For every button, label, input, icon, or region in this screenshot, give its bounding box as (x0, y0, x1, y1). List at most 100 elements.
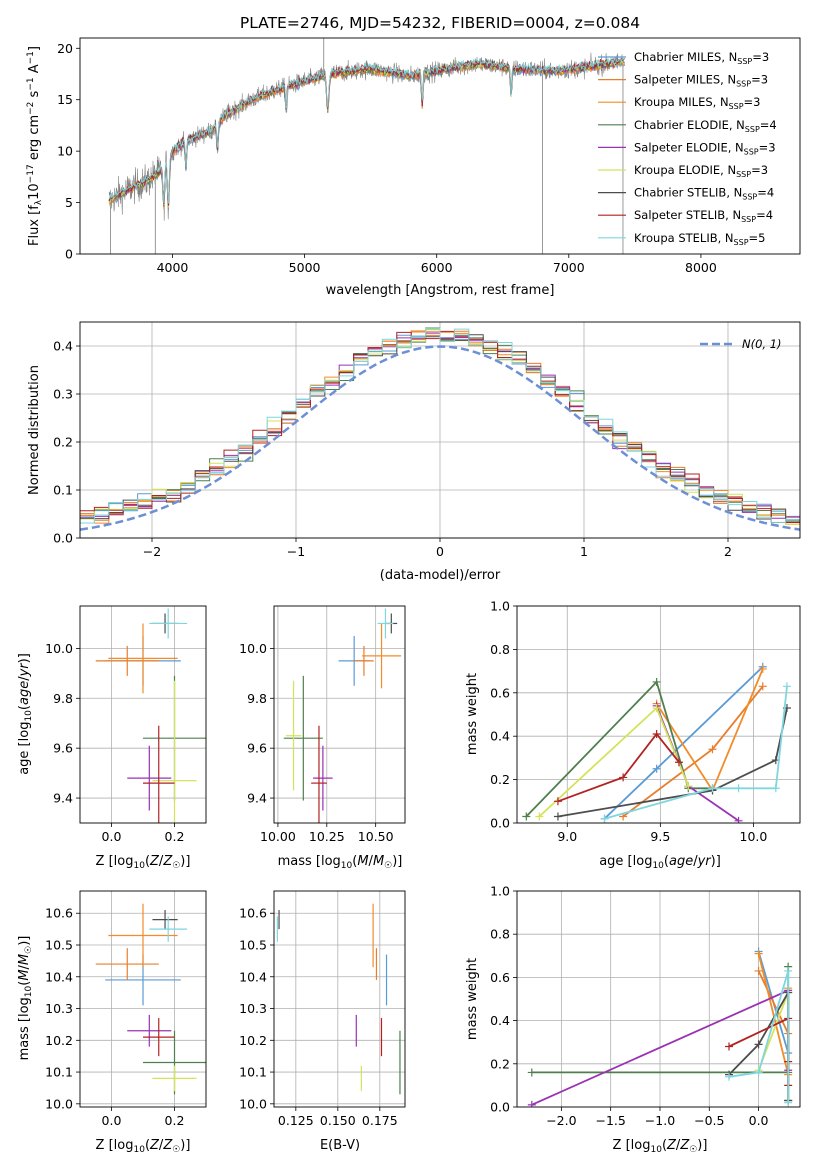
plot-area (276, 903, 401, 1095)
series-marker-chabrier_elodie (652, 677, 661, 686)
x-tick-label: 0.0 (749, 1113, 769, 1128)
y-tick-label: 10.4 (239, 969, 267, 984)
y-tick-label: 10.1 (239, 1065, 267, 1080)
y-tick-label: 0.1 (53, 483, 73, 498)
series-marker-chabrier_stelib (553, 812, 562, 821)
x-tick-label: 10.00 (260, 829, 296, 844)
series-marker-salpeter_stelib (725, 1042, 734, 1051)
series-line-kroupa_stelib (728, 970, 790, 1103)
legend-label: Salpeter STELIB, NSSP=4 (634, 208, 773, 224)
plot-area (80, 327, 800, 531)
x-tick-label: −1.0 (645, 1113, 675, 1128)
axes-residuals: −2 −1 0 1 2 0.0 0.1 0.2 0.3 0.4 (53, 321, 801, 559)
series-marker-kroupa_miles (754, 949, 763, 958)
x-tick-label: 0.2 (165, 829, 185, 844)
spectrum-model-chabrier_elodie (109, 59, 625, 207)
spectrum-model-kroupa_elodie (108, 58, 625, 208)
errorbar-point-kroupa_elodie (152, 680, 197, 823)
series-marker-chabrier_stelib (754, 1040, 763, 1049)
series-marker-salpeter_miles (708, 745, 717, 754)
y-tick-label: 10.0 (239, 1096, 267, 1111)
x-tick-label: −1.5 (595, 1113, 625, 1128)
x-tick-label: 9.5 (650, 829, 670, 844)
y-tick-label: 10.0 (239, 641, 267, 656)
y-tick-label: 0.0 (53, 531, 73, 546)
y-tick-label: 10 (57, 144, 73, 159)
spectrum-model-kroupa_miles (108, 59, 625, 210)
x-axis-label: Z [log10(Z/Z☉)] (96, 1138, 191, 1155)
axes-mass_vs_Z: 0.0 0.2 10.0 10.1 10.2 10.3 10.4 10.5 10.6 (45, 890, 207, 1128)
x-tick-label: 5000 (289, 260, 321, 275)
legend-label: Chabrier MILES, NSSP=3 (634, 50, 769, 66)
axes-frame (273, 890, 406, 1108)
y-tick-label: 5 (65, 195, 73, 210)
y-axis-label: age [log10(age/yr)] (17, 653, 34, 775)
axes-mass_weight_vs_age: 9.0 9.5 10.0 0.0 0.2 0.4 0.6 0.8 1.0 (490, 599, 801, 844)
spectrum-model-kroupa_stelib (108, 57, 625, 204)
errorbar-point-chabrier_stelib (152, 910, 178, 930)
y-tick-label: 0.4 (490, 729, 510, 744)
legend-label: Kroupa STELIB, NSSP=5 (634, 231, 765, 247)
series-marker-salpeter_stelib (652, 730, 661, 739)
series-line-kroupa_elodie (757, 992, 790, 1101)
axes-frame (516, 890, 801, 1108)
y-tick-label: 10.3 (239, 1001, 267, 1016)
y-tick-label: 0.8 (490, 927, 510, 942)
errorbar-point-chabrier_elodie (283, 675, 323, 801)
y-tick-label: 10.3 (45, 1001, 73, 1016)
x-tick-label: 4000 (157, 260, 189, 275)
x-tick-label: 2 (724, 544, 732, 559)
series-marker-salpeter_miles (758, 682, 767, 691)
series-marker-salpeter_stelib (674, 758, 683, 767)
y-tick-label: 9.6 (53, 741, 73, 756)
errorbar-point-kroupa_stelib (149, 608, 188, 639)
y-tick-label: 0.4 (53, 339, 73, 354)
y-tick-label: 0.8 (490, 642, 510, 657)
y-axis-label: mass [log10(M/M☉)] (17, 936, 34, 1061)
y-tick-label: 10.6 (45, 906, 73, 921)
y-tick-label: 9.4 (247, 791, 267, 806)
y-tick-label: 10.5 (45, 938, 73, 953)
series-marker-kroupa_stelib (754, 1068, 763, 1077)
series-marker-kroupa_stelib (784, 966, 793, 975)
series-marker-kroupa_stelib (782, 682, 791, 691)
y-tick-label: 20 (57, 41, 73, 56)
legend-label: Salpeter ELODIE, NSSP=3 (634, 140, 776, 156)
x-axis-label: mass [log10(M/M☉)] (278, 854, 403, 871)
x-tick-label: 6000 (421, 260, 453, 275)
spectrum-model-chabrier_stelib (108, 57, 625, 206)
x-tick-label: 0.2 (165, 1113, 185, 1128)
x-axis-label: wavelength [Angstrom, rest frame] (326, 283, 555, 298)
errorbar-point-salpeter_elodie (313, 745, 333, 811)
axes-frame (79, 890, 207, 1108)
spectrum-legend: Chabrier MILES, NSSP=3 Salpeter MILES, NS… (598, 50, 777, 247)
series-marker-kroupa_stelib (600, 814, 609, 823)
legend-label: Kroupa MILES, NSSP=3 (634, 95, 760, 111)
spectrum-data-line (108, 52, 625, 221)
errorbar-point-salpeter_miles (354, 645, 374, 676)
x-tick-label: 7000 (553, 260, 585, 275)
plot-area (108, 38, 625, 254)
errorbar-point-kroupa_miles (361, 623, 402, 689)
y-tick-label: 0.2 (53, 435, 73, 450)
series-marker-kroupa_stelib (771, 784, 780, 793)
x-axis-label: Z [log10(Z/Z☉)] (613, 1138, 708, 1155)
x-axis-label: age [log10(age/yr)] (599, 854, 721, 871)
series-marker-chabrier_elodie (522, 812, 531, 821)
y-tick-label: 1.0 (490, 884, 510, 899)
series-marker-salpeter_elodie (527, 1100, 536, 1107)
x-axis-label: E(B-V) (320, 1138, 360, 1153)
x-tick-label: −2 (143, 544, 161, 559)
legend-label: Kroupa ELODIE, NSSP=3 (634, 163, 768, 179)
series-marker-kroupa_elodie (652, 703, 661, 712)
errorbar-point-salpeter_stelib (143, 1018, 175, 1057)
x-tick-label: 0.175 (362, 1113, 398, 1128)
y-tick-label: 10.1 (45, 1065, 73, 1080)
y-tick-label: 10.0 (45, 641, 73, 656)
axes-mass_vs_ebv: 0.125 0.150 0.175 10.0 10.1 10.2 10.3 10.4 10.5 1… (239, 890, 406, 1128)
errorbar-point-salpeter_stelib (143, 725, 175, 823)
y-axis-label: Flux [fλ10−17 erg cm−2 s−1 A−1] (26, 46, 44, 246)
y-tick-label: 10.6 (239, 906, 267, 921)
x-tick-label: −1 (287, 544, 305, 559)
errorbar-point-kroupa_miles (108, 623, 178, 694)
